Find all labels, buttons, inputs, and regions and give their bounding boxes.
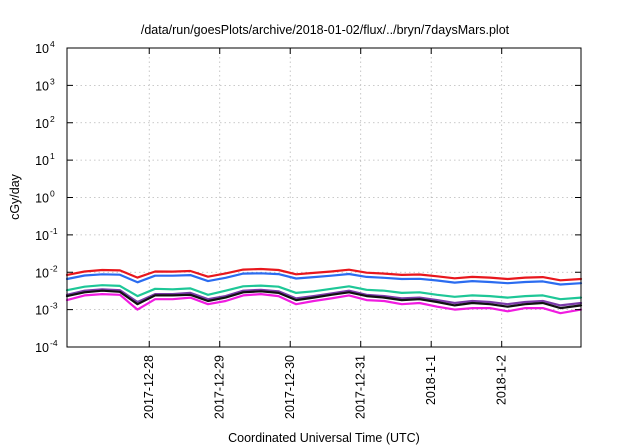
y-tick-exponent: -2 (50, 263, 58, 273)
y-tick-exponent: -4 (50, 338, 58, 348)
y-tick-exponent: -1 (50, 226, 58, 236)
x-tick-label: 2017-12-31 (354, 355, 368, 419)
series-line-1 (65, 267, 583, 282)
series-line-3 (65, 284, 583, 301)
y-tick-exponent: 1 (50, 151, 55, 161)
y-tick-label: 10 (35, 341, 49, 355)
series-line-2 (65, 272, 583, 286)
x-tick-label: 2018-1-1 (424, 355, 438, 405)
grid (67, 48, 581, 347)
series-layer (65, 267, 583, 315)
chart-title: /data/run/goesPlots/archive/2018-01-02/f… (141, 23, 510, 37)
y-tick-label: 10 (35, 117, 49, 131)
y-tick-label: 10 (35, 304, 49, 318)
y-axis-label: cGy/day (8, 173, 22, 220)
y-tick-exponent: 3 (50, 76, 55, 86)
x-axis-label: Coordinated Universal Time (UTC) (228, 431, 420, 445)
y-tick-exponent: 2 (50, 114, 55, 124)
y-tick-label: 10 (35, 266, 49, 280)
y-tick-label: 10 (35, 192, 49, 206)
x-tick-label: 2017-12-30 (283, 355, 297, 419)
y-tick-exponent: -3 (50, 301, 58, 311)
x-tick-label: 2018-1-2 (495, 355, 509, 405)
series-line-5 (65, 289, 583, 310)
x-tick-label: 2017-12-29 (213, 355, 227, 419)
series-line-6 (65, 293, 583, 315)
x-tick-label: 2017-12-28 (142, 355, 156, 419)
y-tick-label: 10 (35, 154, 49, 168)
y-tick-label: 10 (35, 229, 49, 243)
series-line-4 (65, 288, 583, 307)
y-tick-exponent: 0 (50, 189, 55, 199)
y-tick-exponent: 4 (50, 39, 55, 49)
y-tick-label: 10 (35, 42, 49, 56)
y-tick-label: 10 (35, 79, 49, 93)
